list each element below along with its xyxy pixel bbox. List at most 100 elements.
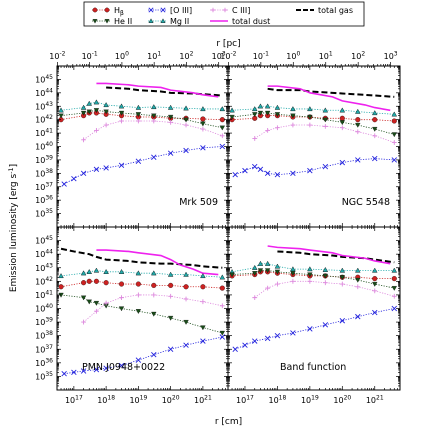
data-point-o3 <box>307 326 313 332</box>
y-tick-label: 1042 <box>35 114 53 125</box>
data-point-c3 <box>151 292 157 298</box>
y-tick-labels: 1035 1036 1037 1038 1039 1040 1041 1042 1043 1044… <box>35 235 53 381</box>
y-tick-label: 1045 <box>35 235 53 246</box>
legend-frame <box>83 1 365 27</box>
data-point-o3 <box>167 346 174 352</box>
series-line-c3 <box>254 280 395 298</box>
data-point-he2 <box>200 325 206 331</box>
data-point-mg2 <box>80 104 87 110</box>
data-point-he2 <box>183 320 189 325</box>
data-point-mg2 <box>355 108 361 114</box>
data-point-he2 <box>391 286 397 291</box>
data-point-he2 <box>229 114 235 120</box>
series-line-c3 <box>254 124 395 143</box>
y-axis-label: Emission luminosity [erg s-1] <box>7 164 19 292</box>
data-point-c3 <box>168 293 174 299</box>
legend-entry-gas: total gas <box>296 6 353 15</box>
y-tick-label: 1041 <box>35 128 53 139</box>
data-point-he2 <box>339 275 345 280</box>
data-point-he2 <box>391 132 397 138</box>
legend-marker-o3 <box>148 7 154 13</box>
series-gas <box>60 247 223 269</box>
data-point-he2 <box>307 272 313 278</box>
data-point-he2 <box>257 110 264 116</box>
data-point-hb <box>372 276 378 282</box>
data-point-o3 <box>252 338 258 344</box>
series-line-mg2 <box>60 270 223 278</box>
data-point-mg2 <box>118 103 125 109</box>
series-line-dust <box>96 249 219 276</box>
data-point-c3 <box>119 118 124 124</box>
data-point-c3 <box>355 129 361 135</box>
panel-series <box>58 82 226 187</box>
data-point-o3 <box>242 342 248 348</box>
data-point-he2 <box>290 271 296 276</box>
data-point-c3 <box>265 128 271 133</box>
data-point-c3 <box>81 137 86 143</box>
legend-marker-he2 <box>92 19 98 24</box>
data-point-o3 <box>103 365 109 371</box>
panel-series <box>229 245 398 352</box>
data-point-mg2 <box>307 266 313 272</box>
data-point-mg2 <box>135 104 142 110</box>
data-point-c3 <box>119 295 124 301</box>
data-point-o3 <box>118 162 125 169</box>
data-point-mg2 <box>391 111 398 117</box>
data-point-mg2 <box>264 103 271 109</box>
data-point-he2 <box>257 268 264 274</box>
data-point-he2 <box>151 311 157 317</box>
legend-label-hb: Hβ <box>114 6 124 17</box>
data-point-mg2 <box>151 270 157 276</box>
panel-3: PMN J0948+002210351036103710381039104010… <box>35 226 229 406</box>
x-tick-label-bottom: 1021 <box>366 395 384 406</box>
y-tick-label: 1037 <box>35 181 53 192</box>
data-point-hb <box>391 118 397 124</box>
series-line-c3 <box>83 120 223 141</box>
x-tick-label-bottom: 1019 <box>301 395 319 406</box>
data-point-c3 <box>307 278 313 284</box>
data-point-o3 <box>167 150 174 156</box>
legend-entry-c3: C III] <box>210 6 250 15</box>
series-he2 <box>58 292 225 336</box>
data-point-c3 <box>391 140 397 145</box>
series-line-gas <box>60 247 223 269</box>
data-point-he2 <box>274 112 281 118</box>
data-point-mg2 <box>151 104 157 110</box>
data-point-mg2 <box>372 267 378 273</box>
panel-1: Mrk 509103510361037103810391040104110421… <box>35 51 229 228</box>
data-point-mg2 <box>167 104 174 110</box>
data-point-c3 <box>339 125 345 131</box>
data-point-he2 <box>229 272 235 278</box>
series-c3 <box>252 122 397 145</box>
data-point-c3 <box>103 122 109 128</box>
data-point-mg2 <box>200 106 206 112</box>
data-point-hb <box>200 284 206 290</box>
data-point-o3 <box>322 322 329 328</box>
series-mg2 <box>58 99 226 113</box>
data-point-o3 <box>322 163 329 170</box>
legend-entry-dust: total dust <box>210 17 270 26</box>
y-tick-label: 1044 <box>35 87 53 98</box>
y-tick-label: 1040 <box>35 141 53 152</box>
data-point-o3 <box>290 170 296 177</box>
data-point-mg2 <box>183 105 189 111</box>
data-point-he2 <box>290 113 296 119</box>
data-point-he2 <box>93 300 100 306</box>
data-point-he2 <box>322 117 328 123</box>
data-point-o3 <box>232 346 238 352</box>
data-point-mg2 <box>118 269 125 274</box>
y-tick-label: 1042 <box>35 276 53 287</box>
panel-label: Mrk 509 <box>179 197 218 208</box>
data-point-c3 <box>151 118 157 124</box>
x-tick-labels: 1017 1018 1019 1020 1021 <box>65 395 212 406</box>
data-point-mg2 <box>103 269 109 274</box>
data-point-hb <box>103 280 109 286</box>
series-c3 <box>252 278 397 301</box>
y-tick-label: 1044 <box>35 249 53 260</box>
series-line-o3 <box>235 308 395 350</box>
data-point-c3 <box>275 281 280 287</box>
data-point-mg2 <box>58 273 64 279</box>
panel-ticks <box>56 65 229 228</box>
x-tick-labels-top: 10-2 10-1 100 101 102 103 <box>220 51 398 66</box>
